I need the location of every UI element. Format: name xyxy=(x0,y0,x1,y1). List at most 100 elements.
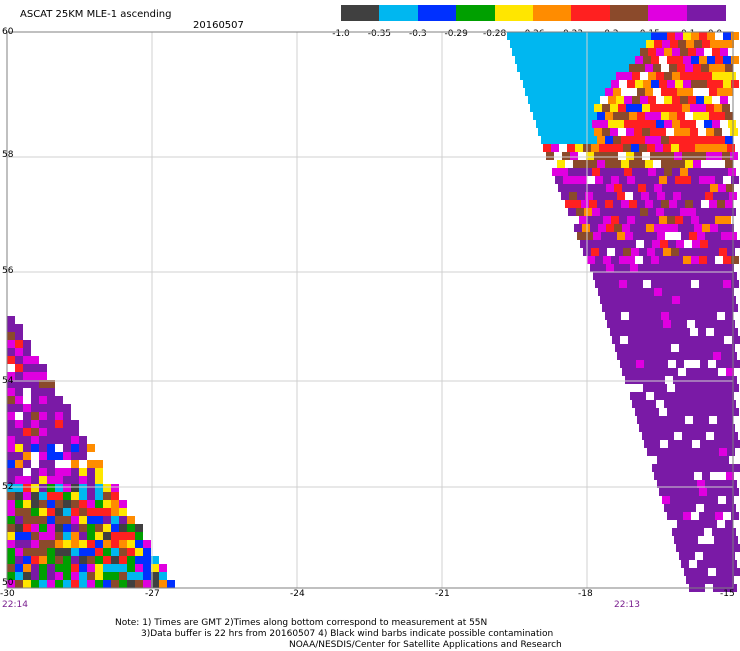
swath-cell xyxy=(31,524,39,532)
swath-cell xyxy=(15,404,23,412)
swath-cell xyxy=(646,184,654,192)
swath-cell xyxy=(614,264,622,272)
swath-cell xyxy=(653,112,661,120)
swath-cell xyxy=(602,304,610,312)
swath-cell xyxy=(687,344,695,352)
swath-cell xyxy=(630,40,638,48)
swath-cell xyxy=(698,128,706,136)
swath-cell xyxy=(7,348,15,356)
swath-cell xyxy=(663,344,671,352)
swath-cell xyxy=(688,120,696,128)
swath-cell xyxy=(689,232,697,240)
swath-cell xyxy=(655,424,663,432)
swath-cell xyxy=(680,400,688,408)
swath-cell xyxy=(663,448,671,456)
swath-cell xyxy=(678,472,686,480)
swath-cell xyxy=(719,144,727,152)
swath-cell xyxy=(570,104,578,112)
swath-cell xyxy=(658,152,666,160)
swath-cell xyxy=(697,272,705,280)
swath-cell xyxy=(646,392,654,400)
swath-cell xyxy=(586,104,594,112)
swath-cell xyxy=(622,184,630,192)
swath-cell xyxy=(676,544,684,552)
swath-cell xyxy=(565,136,573,144)
swath-cell xyxy=(55,484,63,492)
swath-cell xyxy=(15,332,23,340)
swath-cell xyxy=(708,360,716,368)
swath-cell xyxy=(71,524,79,532)
swath-cell xyxy=(610,328,618,336)
swath-cell xyxy=(135,548,143,556)
swath-cell xyxy=(95,564,103,572)
swath-cell xyxy=(731,512,739,520)
swath-cell xyxy=(55,492,63,500)
swath-cell xyxy=(721,480,729,488)
swath-cell xyxy=(675,512,683,520)
swath-cell xyxy=(726,392,734,400)
swath-cell xyxy=(680,96,688,104)
swath-cell xyxy=(577,232,585,240)
swath-cell xyxy=(660,440,668,448)
swath-cell xyxy=(724,336,732,344)
swath-cell xyxy=(63,556,71,564)
swath-cell xyxy=(647,344,655,352)
swath-cell xyxy=(71,532,79,540)
swath-cell xyxy=(23,340,31,348)
swath-cell xyxy=(720,400,728,408)
swath-cell xyxy=(699,408,707,416)
swath-cell xyxy=(666,104,674,112)
swath-cell xyxy=(576,120,584,128)
swath-cell xyxy=(7,444,15,452)
swath-cell xyxy=(728,168,736,176)
swath-cell xyxy=(630,368,638,376)
swath-cell xyxy=(23,404,31,412)
swath-cell xyxy=(713,480,721,488)
swath-cell xyxy=(717,520,725,528)
swath-cell xyxy=(31,372,39,380)
map-frame xyxy=(6,31,734,589)
swath-cell xyxy=(667,256,675,264)
swath-cell xyxy=(531,56,539,64)
swath-cell xyxy=(630,184,638,192)
swath-cell xyxy=(568,96,576,104)
swath-cell xyxy=(691,32,699,40)
swath-cell xyxy=(581,200,589,208)
swath-cell xyxy=(716,240,724,248)
swath-cell xyxy=(595,32,603,40)
swath-cell xyxy=(656,400,664,408)
swath-cell xyxy=(644,440,652,448)
swath-cell xyxy=(531,32,539,40)
swath-cell xyxy=(660,464,668,472)
swath-cell xyxy=(694,224,702,232)
swath-cell xyxy=(671,144,679,152)
swath-cell xyxy=(664,168,672,176)
swath-cell xyxy=(655,344,663,352)
swath-cell xyxy=(707,408,715,416)
swath-cell xyxy=(71,428,79,436)
swath-cell xyxy=(683,488,691,496)
swath-cell xyxy=(642,328,650,336)
swath-cell xyxy=(689,192,697,200)
swath-cell xyxy=(23,428,31,436)
swath-cell xyxy=(726,264,734,272)
swath-cell xyxy=(47,476,55,484)
swath-cell xyxy=(95,572,103,580)
swath-cell xyxy=(603,280,611,288)
swath-cell xyxy=(39,364,47,372)
swath-cell xyxy=(622,224,630,232)
swath-cell xyxy=(656,48,664,56)
swath-cell xyxy=(710,288,718,296)
swath-cell xyxy=(688,96,696,104)
swath-cell xyxy=(31,380,39,388)
swath-cell xyxy=(616,296,624,304)
swath-cell xyxy=(549,136,557,144)
swath-cell xyxy=(103,540,111,548)
swath-cell xyxy=(726,184,734,192)
swath-cell xyxy=(55,540,63,548)
swath-cell xyxy=(536,72,544,80)
swath-cell xyxy=(15,580,23,588)
swath-cell xyxy=(23,516,31,524)
swath-cell xyxy=(701,312,709,320)
swath-cell xyxy=(731,408,739,416)
